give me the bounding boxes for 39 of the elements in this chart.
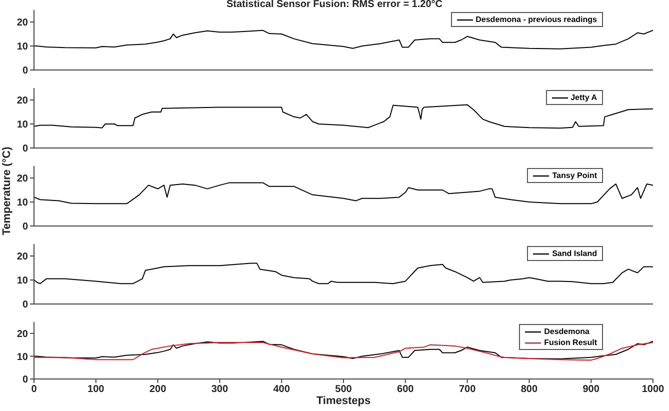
y-tick-label: 0 [22, 144, 28, 155]
y-tick-label: 20 [16, 18, 28, 29]
y-tick-label: 0 [22, 222, 28, 233]
legend-label: Tansy Point [552, 170, 597, 181]
legend-label: Desdemona - previous readings [476, 14, 597, 25]
y-tick-label: 10 [16, 352, 28, 363]
y-tick-label: 20 [16, 96, 28, 107]
x-tick-label: 500 [335, 384, 352, 396]
y-tick-label: 0 [22, 66, 28, 77]
legend-label: Jetty A [570, 92, 597, 103]
line-series [34, 182, 653, 204]
y-tick-label: 10 [16, 276, 28, 287]
y-tick-label: 0 [22, 300, 28, 311]
y-tick-label: 10 [16, 42, 28, 53]
y-tick-label: 10 [16, 198, 28, 209]
legend-label: Desdemona [544, 326, 590, 337]
chart-title: Statistical Sensor Fusion: RMS error = 1.20°C [225, 0, 444, 10]
legend-label: Sand Island [552, 248, 597, 259]
y-tick-label: 0 [22, 374, 28, 386]
x-axis-title: Timesteps [316, 395, 371, 407]
y-tick-label: 20 [16, 328, 28, 340]
x-tick-label: 0 [31, 384, 38, 396]
y-tick-label: 20 [16, 174, 28, 185]
x-tick-label: 300 [211, 384, 228, 396]
line-series [34, 30, 653, 50]
y-axis-title: Temperature (°C) [1, 146, 13, 236]
x-tick-label: 700 [458, 384, 476, 396]
line-series [34, 104, 653, 129]
x-tick-label: 100 [88, 384, 105, 396]
legend-label: Fusion Result [544, 337, 597, 348]
y-tick-label: 10 [16, 120, 28, 131]
y-tick-label: 20 [16, 252, 28, 263]
x-tick-label: 200 [149, 384, 167, 396]
x-tick-label: 800 [520, 384, 538, 396]
x-tick-label: 400 [273, 384, 290, 396]
x-tick-label: 600 [397, 384, 414, 396]
x-tick-label: 1000 [642, 384, 665, 396]
x-tick-label: 900 [582, 384, 600, 396]
line-series [34, 262, 653, 284]
